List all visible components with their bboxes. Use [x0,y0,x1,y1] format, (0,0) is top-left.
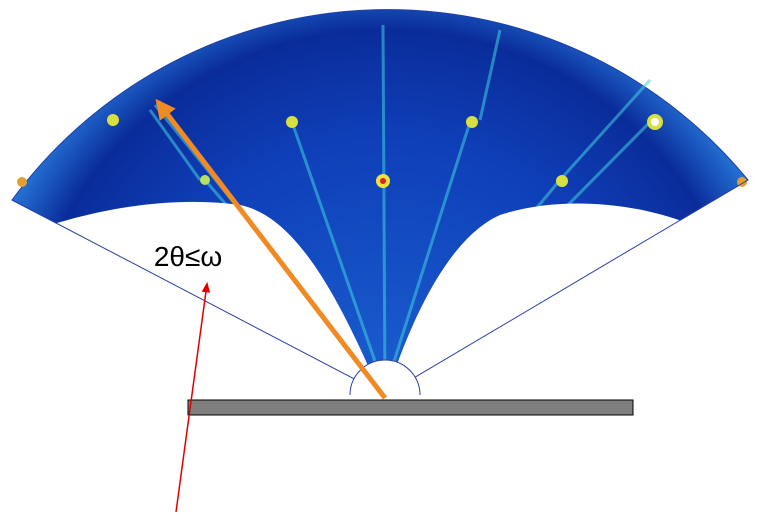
map-wedge [12,10,748,395]
region-label: 2θ≤ω [154,241,222,272]
page: {"annotation": {"label": "2θ≤ω"}} [0,0,758,521]
red-arrow [176,284,207,512]
sample [188,400,633,415]
diagram: 2θ≤ω [0,0,758,521]
